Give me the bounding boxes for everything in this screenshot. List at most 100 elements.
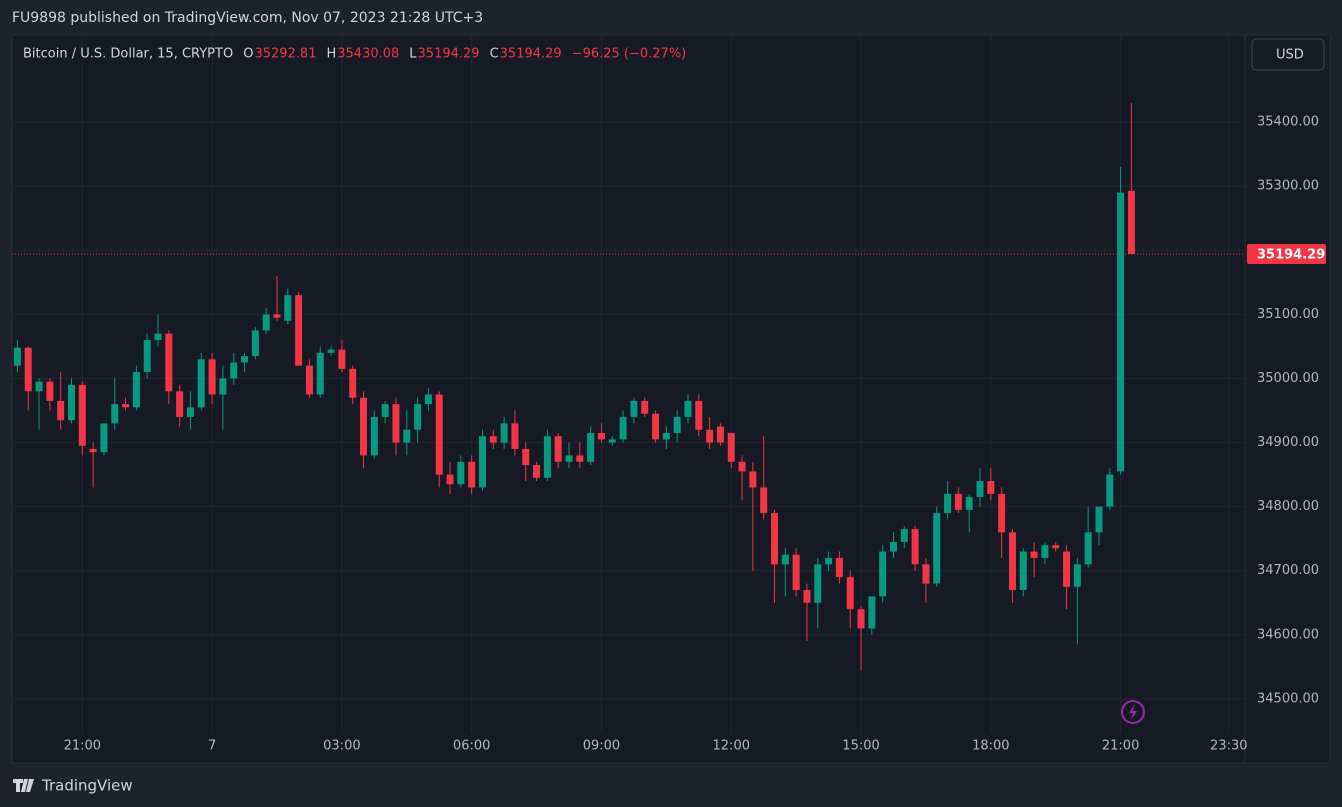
candle [911, 525, 919, 571]
legend-text: 35194.29 [500, 47, 562, 62]
candle-body [998, 493, 1006, 533]
candle [176, 384, 184, 427]
candle-body [565, 455, 573, 462]
candles [13, 102, 1135, 671]
candle-body [46, 381, 54, 401]
candle-body [587, 432, 595, 462]
candle-body [230, 362, 238, 379]
candle [825, 551, 833, 571]
x-tick-label: 12:00 [713, 739, 750, 754]
candle [262, 308, 270, 334]
candle [165, 330, 173, 405]
candle [1052, 541, 1060, 552]
candle-body [262, 314, 270, 331]
candle [489, 429, 497, 449]
candle-body [489, 436, 497, 443]
candle [533, 461, 541, 482]
candle [846, 570, 854, 629]
candle-body [208, 359, 216, 395]
candle [749, 461, 757, 571]
candle-body [1052, 545, 1060, 549]
event-icon[interactable] [1121, 700, 1145, 724]
candle-body [533, 465, 541, 478]
candle [771, 509, 779, 603]
candle [1041, 541, 1049, 565]
candle-body [652, 413, 660, 440]
candle [1073, 557, 1081, 645]
byline: FU9898 published on TradingView.com, Nov… [12, 10, 483, 26]
y-tick-label: 35400.00 [1257, 115, 1319, 130]
candle [652, 410, 660, 443]
candle-body [435, 394, 443, 475]
candle [922, 557, 930, 603]
candle [1095, 506, 1103, 546]
candle [1008, 529, 1016, 603]
candle [1127, 102, 1135, 254]
candle [435, 391, 443, 488]
x-tick-label: 03:00 [323, 739, 360, 754]
candle-body [1127, 190, 1135, 254]
candle-body [608, 439, 616, 443]
candle [186, 391, 194, 430]
candle [706, 416, 714, 449]
logo-text: TradingView [41, 777, 133, 795]
currency-button[interactable] [1251, 38, 1325, 71]
candle-body [889, 541, 897, 552]
candle-body [1041, 545, 1049, 558]
candle [965, 493, 973, 533]
candle [792, 548, 800, 597]
candle [662, 426, 670, 449]
legend-text: −96.25 (−0.27%) [572, 47, 687, 62]
candle [154, 314, 162, 347]
x-tick-label: 09:00 [583, 739, 620, 754]
candle-body [749, 471, 757, 488]
candle-body [1117, 192, 1125, 472]
candle-body [132, 372, 140, 408]
candle [78, 381, 86, 456]
candle-body [1073, 564, 1081, 587]
candle-body [122, 404, 130, 408]
candle [608, 436, 616, 446]
candle [1117, 167, 1125, 475]
candle [944, 481, 952, 520]
candle [998, 487, 1006, 558]
candle-body [327, 349, 335, 353]
candle-body [543, 436, 551, 478]
candle-body [760, 487, 768, 514]
candle [1030, 541, 1038, 578]
y-tick-label: 34900.00 [1257, 435, 1319, 450]
candle [424, 388, 432, 411]
y-tick-label: 34600.00 [1257, 627, 1319, 642]
candle [673, 410, 681, 443]
candle-body [273, 314, 281, 318]
x-tick-label: 06:00 [453, 739, 490, 754]
candle [381, 400, 389, 424]
grid [12, 35, 1245, 733]
candle-body [67, 384, 75, 421]
candle [230, 352, 238, 385]
candle-body [392, 404, 400, 443]
logo[interactable]: TradingView [13, 777, 133, 795]
candle-body [316, 352, 324, 395]
candle-body [186, 407, 194, 417]
candle [868, 596, 876, 635]
candle-body [727, 432, 735, 462]
candle-body [576, 455, 584, 462]
candle [67, 378, 75, 424]
candle [360, 391, 368, 469]
candle [1084, 506, 1092, 568]
candle-body [554, 436, 562, 462]
candle [727, 432, 735, 469]
legend-text: O [243, 47, 253, 62]
candle-body [57, 400, 65, 421]
candle-body [619, 416, 627, 440]
candle-body [165, 333, 173, 392]
candle-body [511, 423, 519, 449]
candle-body [241, 356, 249, 363]
candle [1106, 468, 1114, 510]
candle-body [446, 474, 454, 485]
candle [327, 346, 335, 357]
candle-body [1008, 532, 1016, 590]
candle-body [1063, 551, 1071, 587]
candle-body [857, 609, 865, 629]
